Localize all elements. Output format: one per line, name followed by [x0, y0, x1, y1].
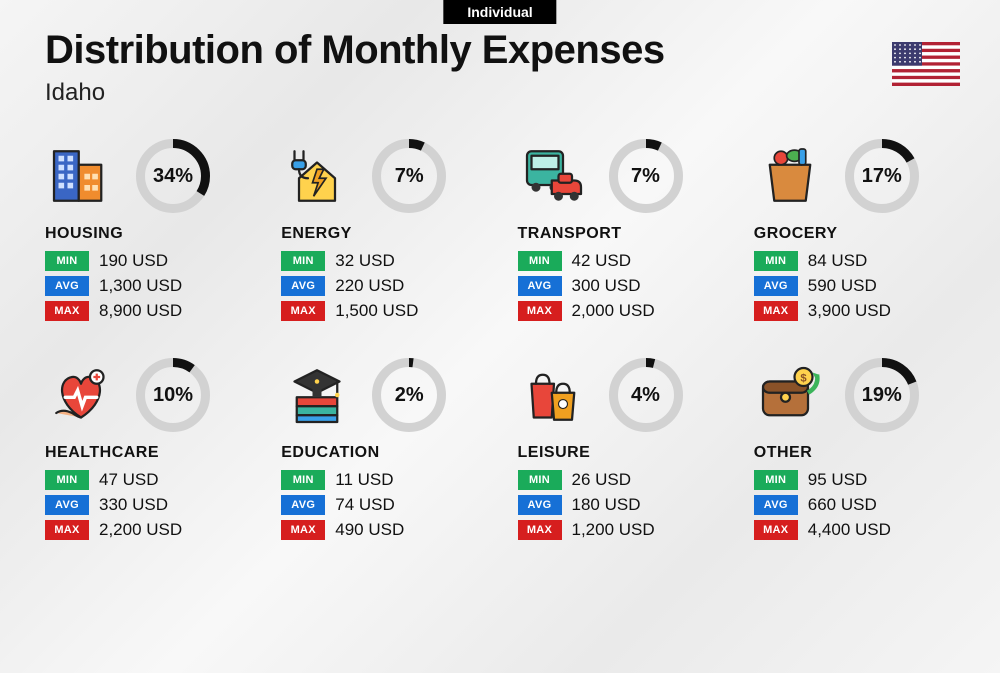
min-value: 47 USD — [99, 470, 159, 490]
max-tag: MAX — [754, 301, 798, 321]
page-title: Distribution of Monthly Expenses — [45, 28, 970, 73]
percent-donut: 7% — [371, 138, 447, 214]
percent-label: 34% — [135, 138, 211, 214]
avg-tag: AVG — [754, 276, 798, 296]
min-value: 26 USD — [572, 470, 632, 490]
percent-donut: 7% — [608, 138, 684, 214]
percent-label: 2% — [371, 357, 447, 433]
percent-donut: 4% — [608, 357, 684, 433]
categories-grid: 34% HOUSING MIN 190 USD AVG 1,300 USD MA… — [45, 137, 970, 545]
leisure-icon — [518, 359, 590, 431]
category-card-education: 2% EDUCATION MIN 11 USD AVG 74 USD MAX 4… — [281, 356, 497, 545]
percent-label: 10% — [135, 357, 211, 433]
avg-tag: AVG — [45, 276, 89, 296]
max-value: 490 USD — [335, 520, 404, 540]
category-name: OTHER — [754, 444, 970, 462]
grocery-icon — [754, 140, 826, 212]
avg-value: 1,300 USD — [99, 276, 182, 296]
category-name: HEALTHCARE — [45, 444, 261, 462]
avg-value: 590 USD — [808, 276, 877, 296]
avg-value: 180 USD — [572, 495, 641, 515]
percent-donut: 10% — [135, 357, 211, 433]
min-value: 84 USD — [808, 251, 868, 271]
avg-tag: AVG — [281, 276, 325, 296]
category-name: HOUSING — [45, 225, 261, 243]
header: Distribution of Monthly Expenses Idaho — [45, 0, 970, 107]
category-card-energy: 7% ENERGY MIN 32 USD AVG 220 USD MAX 1,5… — [281, 137, 497, 326]
percent-label: 7% — [608, 138, 684, 214]
category-card-healthcare: 10% HEALTHCARE MIN 47 USD AVG 330 USD MA… — [45, 356, 261, 545]
min-value: 42 USD — [572, 251, 632, 271]
percent-donut: 19% — [844, 357, 920, 433]
max-tag: MAX — [518, 301, 562, 321]
category-card-leisure: 4% LEISURE MIN 26 USD AVG 180 USD MAX 1,… — [518, 356, 734, 545]
max-value: 1,200 USD — [572, 520, 655, 540]
min-value: 95 USD — [808, 470, 868, 490]
percent-donut: 34% — [135, 138, 211, 214]
percent-label: 19% — [844, 357, 920, 433]
percent-label: 4% — [608, 357, 684, 433]
avg-value: 660 USD — [808, 495, 877, 515]
category-card-grocery: 17% GROCERY MIN 84 USD AVG 590 USD MAX 3… — [754, 137, 970, 326]
max-tag: MAX — [281, 520, 325, 540]
housing-icon — [45, 140, 117, 212]
max-value: 8,900 USD — [99, 301, 182, 321]
category-name: LEISURE — [518, 444, 734, 462]
category-name: TRANSPORT — [518, 225, 734, 243]
other-icon: $ — [754, 359, 826, 431]
max-value: 4,400 USD — [808, 520, 891, 540]
max-tag: MAX — [45, 301, 89, 321]
min-tag: MIN — [518, 251, 562, 271]
min-tag: MIN — [754, 251, 798, 271]
category-name: EDUCATION — [281, 444, 497, 462]
min-tag: MIN — [45, 470, 89, 490]
category-name: ENERGY — [281, 225, 497, 243]
max-value: 2,000 USD — [572, 301, 655, 321]
percent-label: 17% — [844, 138, 920, 214]
max-tag: MAX — [281, 301, 325, 321]
avg-value: 74 USD — [335, 495, 395, 515]
avg-tag: AVG — [281, 495, 325, 515]
max-value: 1,500 USD — [335, 301, 418, 321]
avg-value: 300 USD — [572, 276, 641, 296]
healthcare-icon — [45, 359, 117, 431]
transport-icon — [518, 140, 590, 212]
avg-tag: AVG — [754, 495, 798, 515]
category-card-transport: 7% TRANSPORT MIN 42 USD AVG 300 USD MAX … — [518, 137, 734, 326]
min-tag: MIN — [281, 470, 325, 490]
avg-value: 220 USD — [335, 276, 404, 296]
min-tag: MIN — [281, 251, 325, 271]
page-subtitle: Idaho — [45, 79, 970, 107]
avg-value: 330 USD — [99, 495, 168, 515]
avg-tag: AVG — [518, 276, 562, 296]
percent-label: 7% — [371, 138, 447, 214]
avg-tag: AVG — [45, 495, 89, 515]
percent-donut: 17% — [844, 138, 920, 214]
min-tag: MIN — [45, 251, 89, 271]
min-tag: MIN — [754, 470, 798, 490]
min-value: 32 USD — [335, 251, 395, 271]
category-name: GROCERY — [754, 225, 970, 243]
percent-donut: 2% — [371, 357, 447, 433]
max-value: 2,200 USD — [99, 520, 182, 540]
max-value: 3,900 USD — [808, 301, 891, 321]
svg-text:$: $ — [800, 373, 807, 385]
min-value: 11 USD — [335, 470, 393, 490]
usa-flag-icon — [892, 42, 960, 86]
avg-tag: AVG — [518, 495, 562, 515]
category-card-housing: 34% HOUSING MIN 190 USD AVG 1,300 USD MA… — [45, 137, 261, 326]
education-icon — [281, 359, 353, 431]
max-tag: MAX — [45, 520, 89, 540]
min-value: 190 USD — [99, 251, 168, 271]
max-tag: MAX — [754, 520, 798, 540]
category-card-other: $ 19% OTHER MIN 95 USD AVG 660 USD MAX 4… — [754, 356, 970, 545]
energy-icon — [281, 140, 353, 212]
min-tag: MIN — [518, 470, 562, 490]
max-tag: MAX — [518, 520, 562, 540]
